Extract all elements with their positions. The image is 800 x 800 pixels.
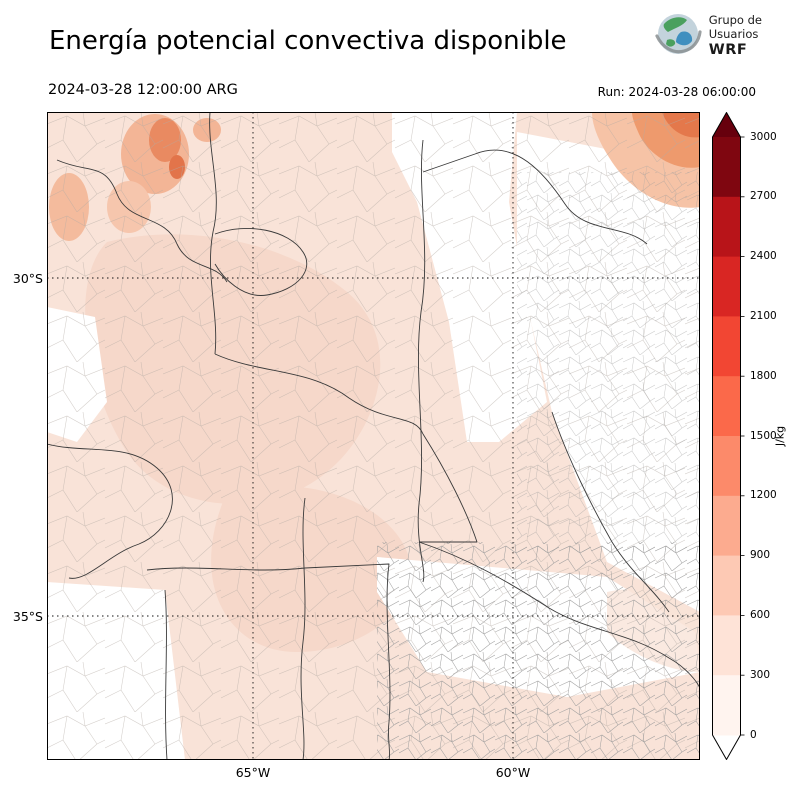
valid-time-label: 2024-03-28 12:00:00 ARG: [48, 82, 238, 98]
map-canvas: [47, 112, 700, 760]
wrf-logo-text: Grupo de Usuarios WRF: [709, 13, 762, 60]
colorbar-tick: 1800: [750, 369, 777, 382]
logo-line-3: WRF: [708, 42, 748, 59]
colorbar-tick: 2700: [750, 190, 777, 203]
wrf-logo: Grupo de Usuarios WRF: [654, 10, 762, 62]
colorbar-tick: 2400: [750, 250, 777, 263]
lat-tick-30s: 30°S: [12, 271, 43, 286]
colorbar-tick: 1500: [750, 429, 777, 442]
colorbar-unit-label: J/kg: [773, 425, 787, 447]
wrf-logo-globe-icon: [654, 10, 702, 62]
colorbar-tick: 1200: [750, 489, 777, 502]
colorbar-scale: [712, 112, 745, 760]
lat-tick-35s: 35°S: [12, 609, 43, 624]
colorbar-tick: 300: [750, 668, 771, 681]
run-time-label: Run: 2024-03-28 06:00:00: [597, 85, 756, 99]
page-title: Energía potencial convectiva disponible: [49, 26, 567, 56]
colorbar-ticks: 3000 2700 2400 2100 1800 1500 1200 900 600 300 0: [712, 112, 800, 760]
colorbar-tick: 2100: [750, 309, 777, 322]
logo-line-2: Usuarios: [708, 26, 759, 41]
colorbar-tick: 900: [750, 549, 771, 562]
lon-tick-65w: 65°W: [235, 765, 271, 780]
colorbar: 3000 2700 2400 2100 1800 1500 1200 900 600 300 0 J…: [712, 112, 800, 760]
lon-tick-60w: 60°W: [495, 765, 531, 780]
colorbar-tick: 600: [750, 608, 771, 621]
logo-line-1: Grupo de: [708, 12, 762, 27]
colorbar-tick: 0: [750, 728, 757, 741]
colorbar-tick: 3000: [750, 130, 777, 143]
weather-map: [47, 112, 700, 760]
